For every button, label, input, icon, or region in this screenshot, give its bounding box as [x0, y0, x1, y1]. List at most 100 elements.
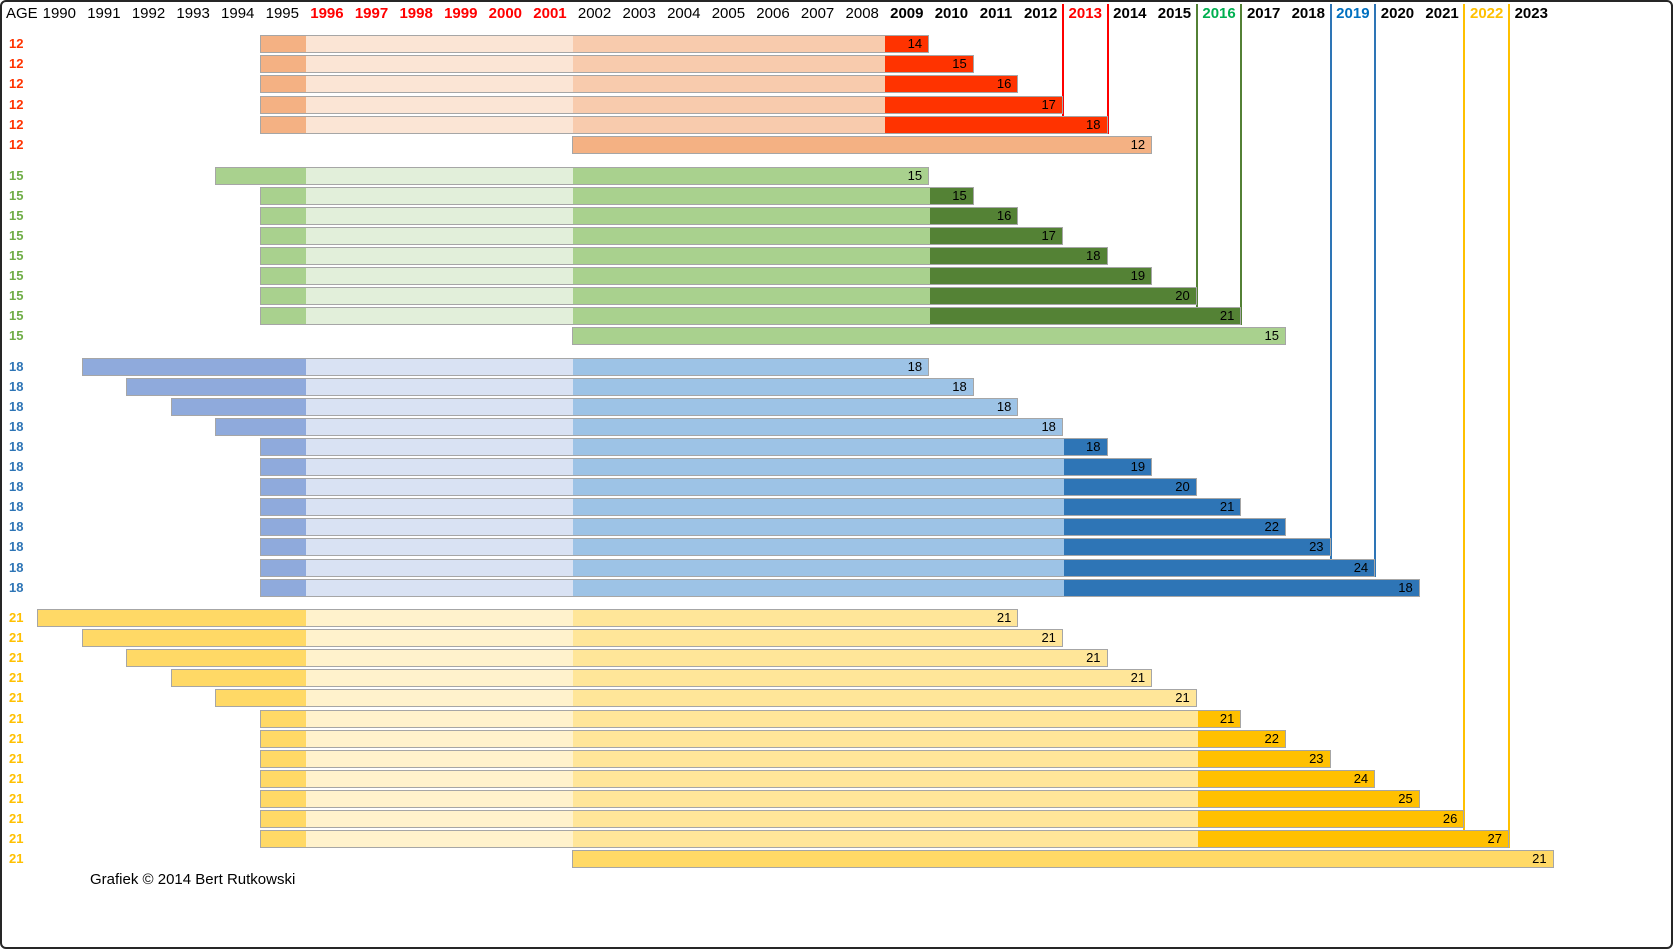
row-age-label: 21: [9, 790, 24, 806]
bar-segment: [305, 358, 574, 375]
timeline-bar-age15-row5: 18: [260, 246, 1108, 265]
bar-segment: [305, 730, 574, 747]
bar-segment: [261, 710, 306, 727]
bar-segment: [573, 36, 886, 53]
bar-segment: [261, 56, 306, 73]
bar-segment: [305, 539, 574, 556]
bar-value-label: 22: [1264, 519, 1279, 535]
bar-segment: [305, 750, 574, 767]
bar-segment: [261, 268, 306, 284]
bar-segment: [305, 831, 574, 848]
bar-segment: [305, 650, 574, 667]
year-label-2012: 2012: [1023, 5, 1058, 22]
bar-segment: [261, 770, 306, 787]
timeline-bar-age15-row7: 20: [260, 287, 1197, 306]
bar-segment: [305, 770, 574, 787]
year-label-2019: 2019: [1336, 5, 1370, 22]
bar-value-label: 26: [1442, 811, 1458, 826]
bar-segment: [573, 116, 886, 133]
bar-segment: [1063, 459, 1152, 475]
bar-segment: [261, 187, 306, 204]
bar-segment: [261, 811, 306, 827]
timeline-bar-age15-row3: 16: [260, 206, 1019, 225]
bar-segment: [573, 268, 931, 284]
bar-segment: [261, 459, 306, 475]
bar-segment: [261, 116, 306, 133]
year-label-2005: 2005: [711, 5, 746, 22]
bar-segment: [82, 358, 306, 375]
bar-segment: [573, 438, 1064, 455]
bar-value-label: 21: [996, 610, 1012, 625]
bar-segment: [305, 378, 574, 395]
bar-segment: [573, 207, 931, 224]
bar-value-label: 24: [1353, 770, 1369, 786]
row-age-label: 18: [9, 539, 24, 555]
timeline-bar-age21-row11: 26: [260, 810, 1465, 828]
row-age-label: 18: [9, 579, 24, 595]
bar-value-label: 21: [1041, 630, 1056, 646]
timeline-bar-age15-row9: 15: [572, 327, 1286, 346]
bar-segment: [573, 288, 931, 305]
timeline-bar-age18-row12: 18: [260, 578, 1420, 597]
milestone-line-2016-left: [1195, 4, 1198, 326]
row-age-label: 21: [9, 730, 24, 746]
timeline-bar-age18-row1: 18: [81, 357, 930, 376]
bar-segment: [305, 459, 574, 475]
milestone-line-2013-left: [1061, 4, 1064, 134]
bar-segment: [885, 36, 929, 53]
row-age-label: 18: [9, 559, 24, 575]
bar-segment: [930, 308, 1241, 325]
timeline-bar-age18-row3: 18: [170, 397, 1019, 416]
bar-segment: [885, 116, 1107, 133]
year-label-2000: 2000: [488, 5, 523, 22]
year-label-2004: 2004: [667, 5, 701, 22]
bar-segment: [305, 499, 574, 516]
bar-value-label: 15: [1264, 328, 1279, 344]
bar-segment: [305, 559, 574, 576]
bar-segment: [573, 398, 1018, 415]
bar-value-label: 21: [1532, 851, 1547, 867]
bar-segment: [261, 96, 306, 113]
bar-segment: [261, 207, 306, 224]
bar-segment: [1063, 438, 1107, 455]
timeline-bar-age15-row8: 21: [260, 307, 1242, 326]
bar-segment: [1063, 479, 1196, 496]
row-age-label: 15: [9, 207, 24, 223]
bar-segment: [305, 227, 574, 244]
bar-value-label: 18: [1041, 418, 1056, 434]
bar-segment: [930, 247, 1107, 264]
age-axis-label: AGE: [6, 5, 38, 22]
bar-segment: [930, 227, 1062, 244]
bar-value-label: 18: [1086, 438, 1101, 454]
year-label-2009: 2009: [890, 5, 924, 22]
bar-value-label: 18: [1086, 116, 1101, 132]
bar-value-label: 18: [1398, 579, 1413, 595]
year-label-1995: 1995: [265, 5, 299, 22]
bar-segment: [305, 288, 574, 305]
bar-value-label: 23: [1309, 539, 1324, 555]
bar-segment: [1063, 539, 1330, 556]
year-label-2020: 2020: [1380, 5, 1415, 22]
timeline-bar-age18-row4: 18: [215, 417, 1063, 436]
bar-segment: [573, 831, 1198, 848]
bar-value-label: 21: [1219, 710, 1235, 726]
row-age-label: 21: [9, 770, 24, 786]
timeline-bar-age21-row12: 27: [260, 830, 1509, 849]
row-age-label: 18: [9, 519, 24, 535]
year-label-1992: 1992: [131, 5, 166, 22]
year-label-1997: 1997: [354, 5, 389, 22]
bar-value-label: 21: [1086, 650, 1101, 666]
bar-segment: [305, 187, 574, 204]
bar-segment: [261, 247, 306, 264]
bar-segment: [127, 378, 306, 395]
row-age-label: 15: [9, 167, 24, 183]
bar-segment: [261, 730, 306, 747]
bar-segment: [261, 559, 306, 576]
bar-value-label: 27: [1487, 831, 1502, 847]
bar-segment: [171, 398, 306, 415]
bar-segment: [305, 670, 574, 687]
row-age-label: 12: [9, 136, 24, 152]
bar-segment: [216, 418, 306, 435]
row-age-label: 18: [9, 438, 24, 454]
bar-value-label: 18: [907, 358, 923, 374]
